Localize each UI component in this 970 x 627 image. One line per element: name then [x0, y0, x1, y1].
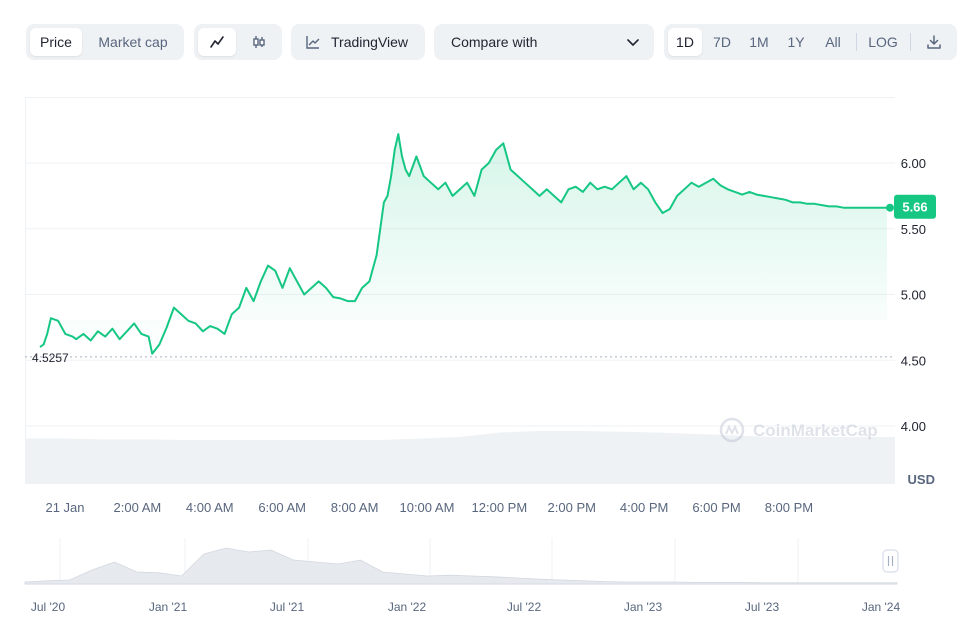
- y-axis: 6.00 5.50 5.00 4.50 4.00: [901, 156, 926, 434]
- tradingview-button[interactable]: TradingView: [291, 24, 425, 60]
- navigator-tick-label: Jan '22: [388, 600, 427, 614]
- navigator-tick-label: Jan '24: [862, 600, 901, 614]
- navigator-axis: Jul '20 Jan '21 Jul '21 Jan '22 Jul '22 Jan '…: [31, 600, 901, 614]
- range-1m[interactable]: 1M: [749, 34, 769, 50]
- price-marketcap-toggle: Price Market cap: [26, 24, 184, 60]
- candlestick-icon: [240, 28, 278, 56]
- current-price-badge: 5.66: [886, 194, 936, 219]
- plot-top-border: [25, 97, 895, 98]
- x-tick-label: 6:00 PM: [692, 500, 740, 515]
- time-navigator[interactable]: [24, 538, 898, 585]
- x-tick-label: 10:00 AM: [399, 500, 454, 515]
- navigator-tick-label: Jul '20: [31, 600, 66, 614]
- current-price-label: 5.66: [902, 200, 927, 215]
- y-axis-unit: USD: [908, 472, 935, 487]
- compare-with-label: Compare with: [451, 34, 538, 50]
- tradingview-icon: [305, 34, 321, 55]
- line-chart-icon: [198, 28, 236, 56]
- tradingview-label: TradingView: [331, 34, 409, 50]
- navigator-tick-label: Jul '22: [507, 600, 542, 614]
- x-tick-label: 2:00 AM: [114, 500, 162, 515]
- download-icon: [916, 28, 952, 56]
- price-tab[interactable]: Price: [30, 28, 82, 56]
- download-button[interactable]: [916, 28, 952, 56]
- open-price-label: 4.5257: [32, 351, 69, 365]
- price-line: [39, 133, 887, 355]
- x-tick-label: 2:00 PM: [548, 500, 596, 515]
- range-7d[interactable]: 7D: [713, 34, 731, 50]
- volume-shape: [25, 431, 895, 484]
- x-tick-label: 21 Jan: [45, 500, 84, 515]
- current-price-badge-bg: [894, 194, 936, 219]
- watermark-text: CoinMarketCap: [753, 421, 878, 440]
- toolbar-divider-2: [910, 33, 911, 51]
- x-tick-label: 4:00 PM: [620, 500, 668, 515]
- x-tick-label: 4:00 AM: [186, 500, 234, 515]
- x-tick-label: 8:00 AM: [331, 500, 379, 515]
- log-scale-toggle[interactable]: LOG: [868, 34, 898, 50]
- compare-with-dropdown[interactable]: Compare with: [434, 24, 654, 60]
- y-tick-label: 4.50: [901, 353, 926, 368]
- navigator-tick-label: Jul '23: [745, 600, 780, 614]
- y-tick-label: 6.00: [901, 156, 926, 171]
- market-cap-tab[interactable]: Market cap: [98, 34, 168, 50]
- coinmarketcap-logo-icon: [719, 417, 745, 443]
- watermark: CoinMarketCap: [719, 417, 878, 443]
- current-price-dot: [886, 203, 894, 212]
- navigator-area: [24, 547, 898, 585]
- navigator-tick-label: Jan '23: [624, 600, 663, 614]
- plot-left-border: [25, 97, 26, 484]
- range-all[interactable]: All: [825, 34, 841, 50]
- range-toggle: 1D 7D 1M 1Y All LOG: [664, 24, 957, 60]
- y-tick-label: 4.00: [901, 419, 926, 434]
- x-tick-label: 8:00 PM: [765, 500, 813, 515]
- line-chart-button[interactable]: [198, 28, 236, 56]
- price-area-fill: [40, 134, 887, 354]
- range-1y[interactable]: 1Y: [787, 34, 805, 50]
- x-tick-label: 12:00 PM: [472, 500, 528, 515]
- open-price-line: 4.5257: [25, 351, 895, 365]
- range-1d[interactable]: 1D: [668, 28, 702, 56]
- volume-area: [25, 431, 895, 484]
- x-axis: 21 Jan 2:00 AM 4:00 AM 6:00 AM 8:00 AM 10:00 …: [45, 500, 813, 515]
- navigator-handle[interactable]: [882, 549, 899, 573]
- toolbar-divider: [856, 33, 857, 51]
- x-tick-label: 6:00 AM: [258, 500, 306, 515]
- y-tick-label: 5.50: [901, 222, 926, 237]
- chevron-down-icon: [626, 35, 640, 54]
- candlestick-chart-button[interactable]: [240, 28, 278, 56]
- y-tick-label: 5.00: [901, 288, 926, 303]
- chart-type-toggle: [194, 24, 282, 60]
- navigator-tick-label: Jan '21: [149, 600, 188, 614]
- navigator-tick-label: Jul '21: [270, 600, 305, 614]
